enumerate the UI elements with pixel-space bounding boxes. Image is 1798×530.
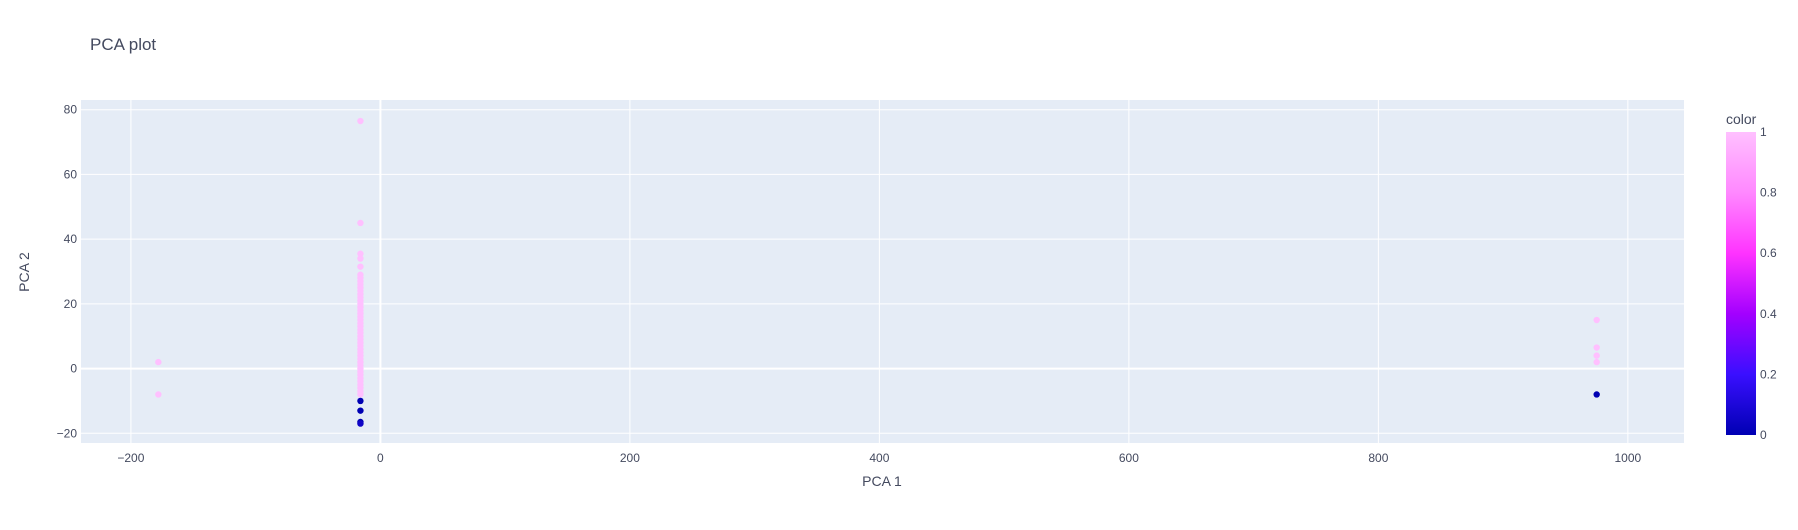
y-tick-labels: −20 0 20 40 60 80 [57, 103, 78, 441]
scatter-point [1593, 316, 1600, 324]
y-axis-title: PCA 2 [16, 252, 32, 292]
x-axis-title: PCA 1 [862, 473, 902, 489]
scatter-point [155, 358, 162, 366]
scatter-point [357, 397, 364, 405]
colorbar-tick-labels: 0 0.2 0.4 0.6 0.8 1 [1760, 125, 1777, 442]
y-tick-label: −20 [57, 426, 78, 440]
y-tick-label: 40 [64, 232, 78, 246]
x-tick-labels: −200 0 200 400 600 800 1000 [117, 451, 1641, 465]
y-tick-label: 80 [64, 103, 78, 117]
scatter-point [357, 255, 364, 262]
plot-area [81, 100, 1684, 443]
colorbar: color 0 0.2 0.4 0.6 0.8 1 [1726, 111, 1777, 442]
x-tick-label: 1000 [1615, 451, 1642, 465]
scatter-point [357, 391, 364, 398]
scatter-point [357, 250, 364, 257]
scatter-point [1593, 352, 1600, 359]
colorbar-title: color [1726, 111, 1757, 127]
x-tick-label: 800 [1368, 451, 1388, 465]
colorbar-tick-label: 0 [1760, 428, 1767, 442]
colorbar-tick-label: 0.8 [1760, 186, 1777, 200]
colorbar-tick-label: 0.4 [1760, 307, 1777, 321]
colorbar-gradient [1726, 132, 1756, 435]
scatter-point [1593, 358, 1600, 366]
y-tick-label: 20 [64, 297, 78, 311]
x-tick-label: 200 [620, 451, 640, 465]
scatter-point [357, 420, 364, 427]
scatter-point [1593, 391, 1600, 398]
data-points [155, 117, 1600, 427]
colorbar-tick-label: 1 [1760, 125, 1767, 139]
scatter-point [357, 117, 364, 125]
scatter-point [357, 219, 364, 227]
scatter-point [1593, 344, 1600, 351]
scatter-point [155, 391, 162, 398]
x-tick-label: 0 [377, 451, 384, 465]
scatter-point [357, 407, 364, 414]
y-tick-label: 0 [70, 362, 77, 376]
chart-title: PCA plot [90, 35, 156, 54]
gridlines [81, 100, 1684, 443]
scatter-point [357, 263, 364, 270]
x-tick-label: 600 [1119, 451, 1139, 465]
y-tick-label: 60 [64, 167, 78, 181]
colorbar-tick-label: 0.6 [1760, 246, 1777, 260]
x-tick-label: −200 [117, 451, 144, 465]
colorbar-tick-label: 0.2 [1760, 367, 1777, 381]
x-tick-label: 400 [869, 451, 889, 465]
